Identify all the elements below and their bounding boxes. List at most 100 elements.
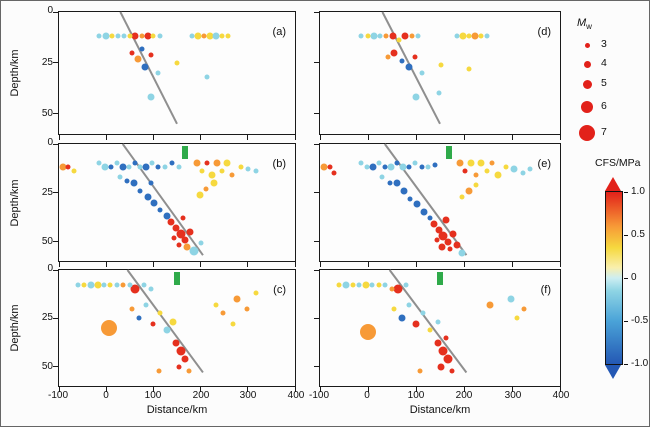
scatter-point [189,33,195,39]
x-tick-mark [415,387,417,392]
green-marker [437,272,443,285]
scatter-point [401,32,409,40]
green-marker [445,146,452,159]
y-tick-label: 50 [41,108,53,119]
scatter-point [186,228,194,236]
magnitude-value: 5 [601,77,607,89]
colorbar-tick-mark [624,321,628,322]
x-tick-mark [367,135,369,140]
x-tick-mark [559,387,561,392]
y-tick-mark [314,113,319,115]
magnitude-dot-icon [582,79,592,89]
scatter-point [169,318,177,326]
scatter-point [434,339,442,347]
scatter-point [360,323,376,340]
scatter-point [370,32,378,40]
scatter-point [219,168,225,174]
colorbar-arrow-up-icon [605,177,621,191]
scatter-point [444,238,452,245]
colorbar-tick-mark [624,278,628,279]
x-tick-label: 200 [455,390,473,401]
x-tick-mark [152,262,154,267]
scatter-point [379,174,385,180]
y-tick-mark [53,241,58,242]
scatter-point [419,164,425,170]
scatter-point [172,224,180,232]
scatter-point [434,237,440,243]
scatter-point [130,179,138,187]
scatter-point [400,187,408,195]
panel-f: (f) [314,269,561,392]
scatter-point [137,188,143,194]
panel-label-f: (f) [540,284,551,296]
scatter-point [174,60,180,66]
scatter-point [365,33,371,39]
scatter-point [520,170,526,176]
x-tick-mark [294,262,296,267]
colorbar-tick-mark [624,364,628,365]
fault-line [320,270,560,386]
scatter-point [201,33,207,39]
scatter-point [253,290,259,296]
magnitude-value: 7 [601,126,607,138]
scatter-point [94,281,102,289]
scatter-point [107,282,113,288]
scatter-point [394,160,400,166]
scatter-point [114,282,120,288]
x-tick-mark [367,262,369,267]
scatter-point [403,282,409,288]
scatter-point [385,54,391,60]
scatter-point [484,168,490,174]
y-tick-mark [314,62,319,64]
scatter-point [199,168,205,174]
fault-line [320,12,560,134]
scatter-point [163,212,171,220]
scatter-point [172,339,180,347]
scatter-point [127,33,133,39]
magnitude-value: 6 [601,100,607,112]
scatter-point [157,310,163,316]
scatter-point [435,319,441,325]
colorbar-tick-mark [624,235,628,236]
x-tick-mark [319,387,321,392]
colorbar-tick-label: -0.5 [631,315,649,326]
scatter-point [432,162,438,168]
scatter-point [396,37,402,43]
x-tick-mark [511,387,513,392]
scatter-point [449,368,455,374]
x-tick-mark [294,387,296,392]
scatter-point [438,62,444,68]
colorbar-tick-label: 1.0 [631,186,645,197]
scatter-point [459,32,467,40]
scatter-point [204,160,210,166]
scatter-point [462,168,468,174]
scatter-point [458,249,466,257]
scatter-point [148,52,154,58]
scatter-point [409,33,415,39]
x-tick-mark [247,387,249,392]
scatter-point [220,310,226,316]
scatter-point [453,241,461,249]
scatter-point [382,282,388,288]
scatter-point [417,368,423,374]
scatter-point [442,216,450,224]
scatter-point [477,159,485,167]
x-tick-mark [105,135,107,140]
colorbar-tick-label: 0.5 [631,229,645,240]
scatter-point [387,163,395,171]
scatter-point [420,310,426,316]
scatter-point [425,164,431,170]
magnitude-legend: Mw 3 4 5 6 7 [575,17,647,147]
x-tick-mark [319,135,321,140]
x-tick-label: 400 [552,390,570,401]
y-tick-mark [314,366,319,368]
y-tick-mark [314,269,319,271]
scatter-point [356,282,362,288]
scatter-point [194,32,202,40]
x-tick-label: 400 [287,390,305,401]
scatter-point [478,33,484,39]
magnitude-dot-icon [579,125,595,141]
magnitude-dot-icon [581,101,593,113]
x-tick-mark [559,135,561,140]
x-tick-label: 300 [504,390,522,401]
